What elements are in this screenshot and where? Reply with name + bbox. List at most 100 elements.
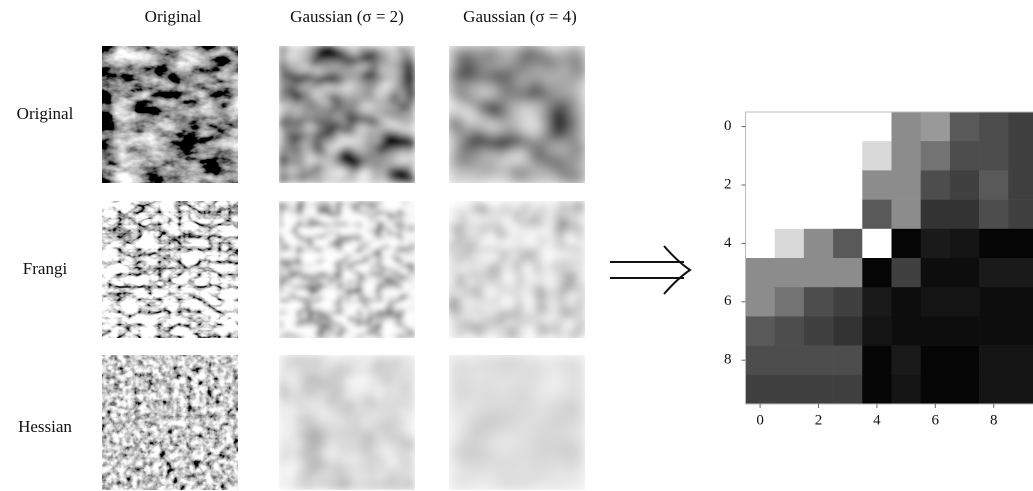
heat-cell bbox=[1008, 112, 1033, 142]
heat-cell bbox=[745, 141, 775, 171]
heat-cell bbox=[862, 258, 892, 288]
heat-cell bbox=[833, 345, 863, 376]
heatmap: 0 2 4 6 8 0 2 4 6 8 bbox=[724, 111, 1033, 428]
heat-cell bbox=[745, 112, 775, 142]
heat-cell bbox=[862, 374, 892, 405]
texture-image bbox=[101, 45, 239, 184]
heat-cell bbox=[891, 287, 921, 317]
heat-cell bbox=[949, 199, 980, 230]
heat-cell bbox=[949, 112, 980, 142]
heat-cell bbox=[920, 374, 951, 405]
column-label: Original bbox=[145, 7, 202, 26]
heat-cell bbox=[949, 287, 980, 317]
image-grid bbox=[101, 45, 586, 491]
heat-cell bbox=[949, 141, 980, 171]
texture-image bbox=[448, 200, 586, 339]
heat-cell bbox=[979, 258, 1009, 288]
heat-cell bbox=[979, 374, 1009, 405]
heat-cell bbox=[745, 170, 775, 200]
heat-cell bbox=[803, 112, 834, 142]
texture-image bbox=[278, 200, 416, 339]
heat-cell bbox=[920, 258, 951, 288]
heat-cell bbox=[891, 345, 921, 376]
y-tick-label: 8 bbox=[724, 352, 732, 368]
heat-cell bbox=[833, 258, 863, 288]
heat-cell bbox=[774, 228, 805, 259]
heat-cell bbox=[891, 112, 921, 142]
heat-cell bbox=[833, 287, 863, 317]
y-tick-label: 4 bbox=[724, 235, 732, 251]
heat-cell bbox=[949, 170, 980, 200]
heat-cell bbox=[862, 141, 892, 171]
x-tick-label: 6 bbox=[932, 412, 940, 428]
heat-cell bbox=[803, 345, 834, 376]
heat-cell bbox=[1008, 345, 1033, 376]
heat-cell bbox=[774, 141, 805, 171]
heat-cell bbox=[745, 258, 775, 288]
texture-image bbox=[101, 200, 239, 339]
heat-cell bbox=[979, 199, 1009, 230]
heat-cell bbox=[979, 170, 1009, 200]
heat-cell bbox=[891, 199, 921, 230]
heat-cell bbox=[891, 316, 921, 346]
heat-cell bbox=[803, 316, 834, 346]
heat-cell bbox=[745, 374, 775, 405]
x-tick-label: 4 bbox=[873, 412, 881, 428]
heat-cell bbox=[979, 345, 1009, 376]
texture-image bbox=[278, 354, 416, 491]
heat-cell bbox=[979, 141, 1009, 171]
heat-cell bbox=[862, 199, 892, 230]
texture-image bbox=[101, 354, 239, 491]
heat-cell bbox=[833, 199, 863, 230]
x-tick-label: 2 bbox=[815, 412, 823, 428]
heat-cell bbox=[1008, 141, 1033, 171]
column-label: Gaussian (σ = 4) bbox=[463, 7, 577, 26]
heat-cell bbox=[949, 345, 980, 376]
heat-cell bbox=[774, 345, 805, 376]
heat-cell bbox=[745, 228, 775, 259]
heat-cell bbox=[774, 316, 805, 346]
heat-cell bbox=[833, 170, 863, 200]
heat-cell bbox=[1008, 258, 1033, 288]
heat-cell bbox=[833, 316, 863, 346]
heat-cell bbox=[949, 374, 980, 405]
heat-cell bbox=[920, 316, 951, 346]
heat-cell bbox=[1008, 170, 1033, 200]
heat-cell bbox=[862, 228, 892, 259]
heat-cell bbox=[774, 374, 805, 405]
texture-image bbox=[448, 354, 586, 491]
heat-cell bbox=[774, 258, 805, 288]
heat-cell bbox=[862, 345, 892, 376]
heat-cell bbox=[862, 112, 892, 142]
heat-cell bbox=[979, 287, 1009, 317]
row-label: Original bbox=[17, 104, 74, 123]
y-tick-label: 0 bbox=[724, 118, 732, 134]
heat-cell bbox=[1008, 316, 1033, 346]
heat-cell bbox=[803, 170, 834, 200]
heat-cell bbox=[891, 170, 921, 200]
heat-cell bbox=[803, 258, 834, 288]
y-tick-label: 2 bbox=[724, 176, 732, 192]
heat-cell bbox=[1008, 199, 1033, 230]
heat-cell bbox=[949, 316, 980, 346]
heat-cell bbox=[862, 170, 892, 200]
heat-cell bbox=[920, 287, 951, 317]
y-tick-label: 6 bbox=[724, 293, 732, 309]
heat-cell bbox=[833, 141, 863, 171]
heat-cell bbox=[979, 228, 1009, 259]
heat-cell bbox=[979, 112, 1009, 142]
texture-image bbox=[448, 45, 586, 184]
heat-cell bbox=[891, 141, 921, 171]
heat-cell bbox=[803, 287, 834, 317]
heat-cell bbox=[1008, 287, 1033, 317]
heat-cell bbox=[920, 228, 951, 259]
heat-cell bbox=[891, 228, 921, 259]
heat-cell bbox=[920, 199, 951, 230]
heat-cell bbox=[1008, 228, 1033, 259]
row-label: Frangi bbox=[23, 259, 68, 278]
heat-cell bbox=[920, 345, 951, 376]
row-label: Hessian bbox=[18, 417, 72, 436]
plot-frame bbox=[745, 111, 1033, 405]
heat-cell bbox=[803, 141, 834, 171]
